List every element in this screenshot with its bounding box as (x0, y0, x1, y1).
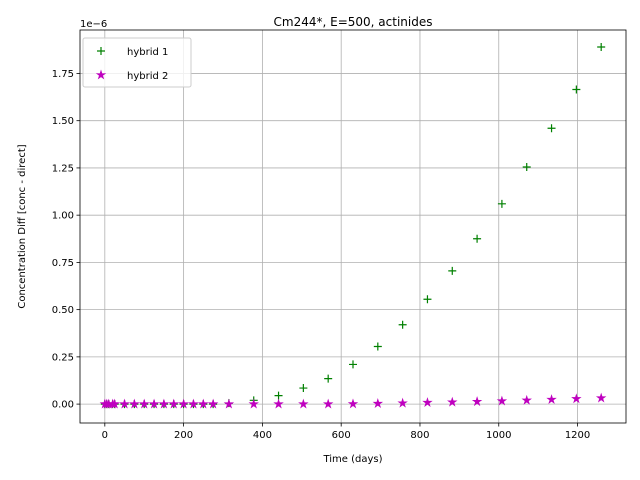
y-tick-label: 0.25 (52, 352, 74, 363)
data-point (347, 398, 359, 409)
legend-label-hybrid-1: hybrid 1 (127, 47, 168, 58)
y-axis: 0.00 0.25 0.50 0.75 1.00 1.25 1.50 1.75 (52, 69, 80, 411)
data-point (324, 374, 333, 383)
plot-frame (79, 29, 627, 424)
data-point (178, 398, 189, 409)
data-point (223, 398, 235, 409)
legend-marker-hybrid-1 (97, 47, 105, 55)
data-point (158, 398, 170, 409)
legend-marker-glyph (97, 47, 105, 55)
data-point (447, 396, 458, 407)
x-tick-label: 1000 (486, 430, 511, 441)
legend: hybrid 1 hybrid 2 (82, 37, 192, 88)
data-point (198, 398, 209, 409)
legend-label-hybrid-2: hybrid 2 (127, 71, 168, 82)
x-axis: 0 200 400 600 800 1000 1200 (102, 423, 590, 441)
data-point (298, 398, 309, 409)
data-point (522, 162, 531, 171)
data-point (473, 234, 482, 243)
data-point (373, 342, 382, 351)
y-tick-label: 0.00 (52, 400, 74, 411)
y-tick-label: 0.75 (52, 258, 74, 269)
data-point (299, 384, 308, 393)
x-tick-label: 400 (253, 430, 272, 441)
y-tick-label: 1.50 (52, 116, 74, 127)
x-tick-label: 800 (410, 430, 429, 441)
data-point (207, 398, 219, 409)
data-point (119, 398, 130, 409)
legend-box (82, 37, 192, 88)
data-point (397, 397, 408, 408)
data-point (349, 360, 357, 369)
data-point (547, 124, 556, 133)
data-point (188, 398, 199, 409)
data-point (322, 398, 334, 409)
data-point (546, 394, 557, 405)
y-tick-label: 1.00 (52, 211, 74, 222)
data-point (571, 393, 582, 404)
data-point (471, 396, 483, 407)
x-axis-label: Time (days) (322, 454, 382, 465)
x-tick-label: 200 (174, 430, 193, 441)
legend-marker-glyph (95, 69, 107, 80)
data-point (572, 85, 581, 94)
data-point (168, 398, 179, 409)
x-tick-label: 0 (102, 430, 108, 441)
data-point (595, 392, 607, 403)
data-point (521, 394, 532, 405)
y-tick-label: 1.75 (52, 69, 74, 80)
legend-marker-hybrid-2 (95, 69, 107, 80)
data-point (274, 391, 283, 400)
y-offset-label: 1e−6 (80, 19, 107, 30)
data-point (109, 398, 120, 409)
y-tick-label: 1.25 (52, 163, 74, 174)
data-point (372, 398, 384, 408)
data-point (422, 397, 433, 408)
y-axis-label: Concentration Diff [conc - direct] (17, 144, 28, 308)
data-point (129, 398, 140, 409)
data-point (448, 266, 457, 275)
data-point (398, 320, 407, 329)
y-tick-label: 0.50 (52, 305, 74, 316)
data-point (497, 199, 506, 208)
data-point (138, 398, 150, 409)
data-point (248, 398, 259, 409)
data-point (273, 398, 284, 409)
data-point (148, 398, 160, 409)
x-tick-label: 1200 (565, 430, 590, 441)
x-tick-label: 600 (332, 430, 351, 441)
data-point (597, 43, 606, 52)
data-point (423, 295, 432, 304)
series-layer (99, 43, 607, 409)
data-point (496, 395, 508, 406)
chart-title: Cm244*, E=500, actinides (274, 15, 433, 29)
series-hybrid-2 (99, 392, 607, 409)
